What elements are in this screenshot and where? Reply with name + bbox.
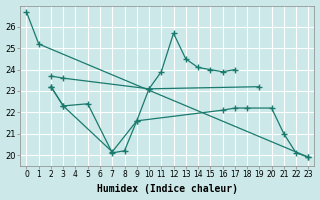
X-axis label: Humidex (Indice chaleur): Humidex (Indice chaleur) [97, 184, 238, 194]
